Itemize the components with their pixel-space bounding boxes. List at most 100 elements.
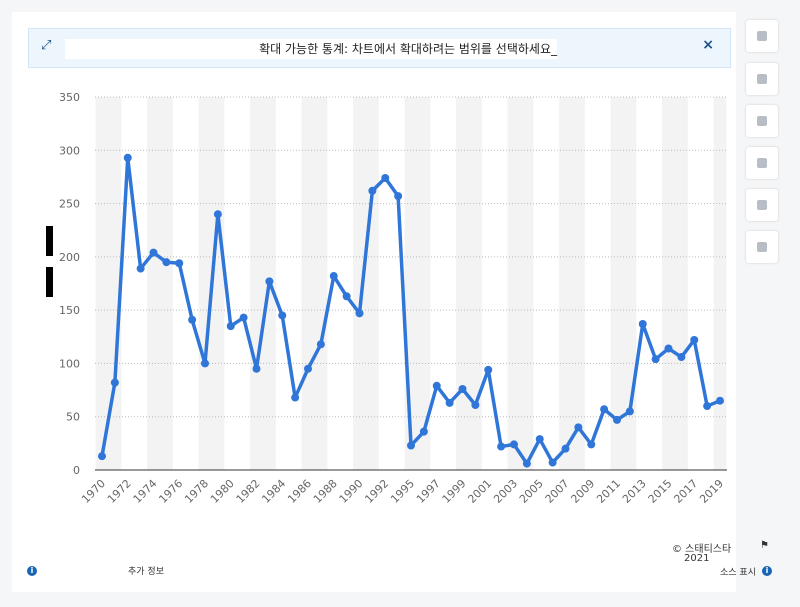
x-tick-label: 1980 <box>208 477 237 506</box>
point <box>329 272 338 281</box>
y-tick-label: 250 <box>59 198 80 211</box>
x-tick-label: 1982 <box>234 477 263 506</box>
x-tick-label: 2015 <box>646 477 675 506</box>
point <box>265 277 274 286</box>
point <box>510 440 518 449</box>
point <box>381 173 390 182</box>
point <box>522 459 531 468</box>
point <box>638 319 647 328</box>
point <box>690 335 699 344</box>
point <box>458 385 467 394</box>
x-tick-label: 1984 <box>259 477 288 506</box>
point <box>600 405 609 414</box>
x-tick-label: 1974 <box>131 477 160 506</box>
point <box>162 258 171 267</box>
point <box>651 355 660 364</box>
point <box>419 427 428 436</box>
point <box>123 153 132 162</box>
info-icon[interactable]: i <box>27 566 37 576</box>
point <box>677 353 686 362</box>
x-tick-label: 1988 <box>311 477 340 506</box>
close-button[interactable]: × <box>702 37 714 53</box>
point <box>471 400 480 409</box>
point <box>407 441 415 450</box>
band <box>713 97 727 470</box>
point <box>304 364 312 373</box>
band <box>456 97 482 470</box>
y-tick-label: 300 <box>59 144 80 157</box>
point <box>239 313 248 322</box>
x-tick-label: 1972 <box>105 477 134 506</box>
point <box>201 359 209 368</box>
point <box>445 398 454 407</box>
point <box>368 186 377 195</box>
expand-icon[interactable]: ⤢ <box>41 38 52 53</box>
share-button[interactable] <box>746 147 778 179</box>
x-tick-label: 2009 <box>568 477 597 506</box>
settings-button[interactable] <box>746 105 778 137</box>
x-tick-label: 1976 <box>156 477 185 506</box>
x-tick-label: 2019 <box>697 477 726 506</box>
point <box>149 248 158 257</box>
x-tick-label: 1999 <box>440 477 469 506</box>
point <box>574 423 583 432</box>
point <box>484 365 493 374</box>
point <box>535 435 544 444</box>
x-tick-label: 2005 <box>517 477 546 506</box>
copyright: © 스태티스타 <box>672 544 732 555</box>
x-tick-label: 1990 <box>337 477 366 506</box>
band <box>507 97 534 470</box>
band <box>662 97 688 470</box>
point <box>136 264 145 273</box>
point <box>587 440 596 449</box>
x-tick-label: 1970 <box>79 477 108 506</box>
point <box>355 309 364 318</box>
show-source-link[interactable]: 소스 표시 <box>720 568 756 578</box>
point <box>664 344 673 353</box>
band <box>559 97 585 470</box>
x-tick-label: 1997 <box>414 477 443 506</box>
point <box>497 442 506 451</box>
x-tick-label: 2013 <box>620 477 649 506</box>
x-tick-label: 1986 <box>285 477 314 506</box>
source-info-icon[interactable]: i <box>762 566 772 576</box>
point <box>703 402 712 411</box>
zoom-banner: ⤢ 확대 가능한 통계: 차트에서 확대하려는 범위를 선택하세요_ × <box>28 28 731 68</box>
band <box>95 97 122 470</box>
banner-text: 확대 가능한 통계: 차트에서 확대하려는 범위를 선택하세요_ <box>65 39 557 59</box>
band <box>353 97 379 470</box>
marker <box>46 267 53 297</box>
band <box>147 97 173 470</box>
point <box>716 396 724 405</box>
point <box>252 364 261 373</box>
y-tick-label: 50 <box>66 411 80 424</box>
flag-icon[interactable]: ⚑ <box>760 540 769 551</box>
point <box>548 458 557 467</box>
favorite-button[interactable] <box>746 20 778 52</box>
y-tick-label: 350 <box>59 91 80 104</box>
x-tick-label: 2017 <box>671 477 700 506</box>
x-tick-label: 1978 <box>182 477 211 506</box>
y-tick-label: 0 <box>73 464 80 477</box>
x-tick-label: 2003 <box>491 477 520 506</box>
point <box>188 315 197 324</box>
point <box>561 444 570 453</box>
copyright-year: 2021 <box>684 553 710 564</box>
x-tick-label: 1992 <box>362 477 391 506</box>
x-tick-label: 2001 <box>465 477 494 506</box>
point <box>278 311 287 320</box>
point <box>432 381 441 390</box>
cite-button[interactable] <box>746 189 778 221</box>
point <box>98 452 106 461</box>
print-button[interactable] <box>746 231 778 263</box>
chart: 0 50 100 150 200 250 300 350 1970197219741976197… <box>59 91 727 506</box>
x-tick-label: 2007 <box>543 477 572 506</box>
x-tick-label: 1995 <box>388 477 417 506</box>
point <box>110 378 119 387</box>
point <box>291 393 300 402</box>
notify-button[interactable] <box>746 63 778 95</box>
more-info-link[interactable]: 추가 정보 <box>128 567 164 577</box>
point <box>175 259 184 268</box>
band <box>301 97 328 470</box>
